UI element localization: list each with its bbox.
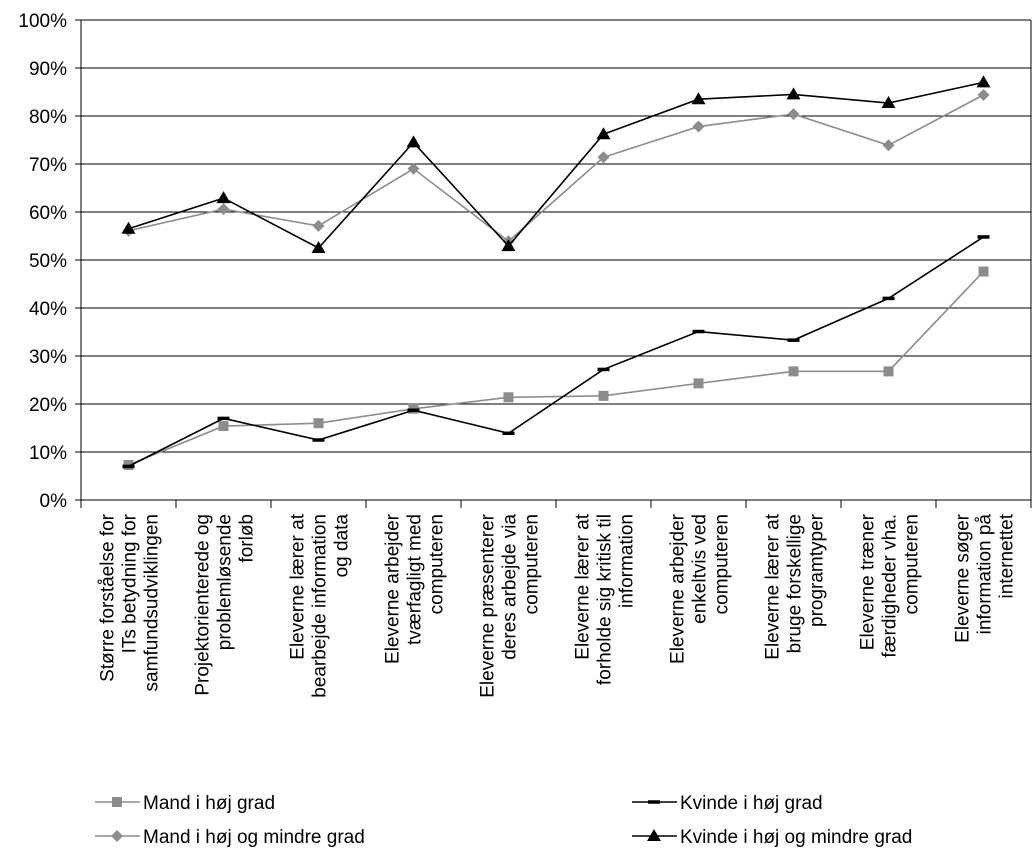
legend-marker bbox=[111, 830, 123, 842]
data-point bbox=[596, 127, 611, 140]
y-tick-label: 70% bbox=[29, 155, 67, 176]
series-line bbox=[128, 81, 984, 249]
y-axis: 0% 10% 20% 30% 40% 50% 60% 70% 80% 90% 100% bbox=[18, 11, 1032, 512]
data-point bbox=[693, 378, 704, 389]
series-line bbox=[128, 94, 984, 243]
y-tick-label: 20% bbox=[29, 395, 67, 416]
x-tick-label: Eleverne arbejdertværfagligt medcomputer… bbox=[383, 513, 448, 664]
data-point bbox=[216, 191, 231, 204]
x-tick-label: Eleverne arbejderenkeltvis vedcomputeren bbox=[668, 513, 733, 664]
data-point bbox=[501, 239, 516, 252]
x-tick-label: Eleverne præsentererderes arbejde viacom… bbox=[478, 513, 543, 697]
legend-label: Mand i høj og mindre grad bbox=[143, 827, 365, 848]
series-lines bbox=[121, 75, 991, 470]
x-tick-label: Projektorienterede ogproblemløsendeforlø… bbox=[193, 514, 258, 696]
legend-marker bbox=[648, 800, 660, 804]
series-diamond bbox=[122, 88, 990, 248]
data-point bbox=[121, 221, 136, 234]
data-point bbox=[881, 96, 896, 109]
data-point bbox=[217, 416, 230, 421]
y-tick-label: 90% bbox=[29, 59, 67, 80]
x-tick-label: Større forståelse forITs betydning forsa… bbox=[98, 513, 163, 691]
x-tick-label: Eleverne søgerinformation påinternettet bbox=[953, 513, 1018, 643]
data-point bbox=[882, 296, 895, 301]
data-point bbox=[882, 139, 895, 152]
data-point bbox=[407, 408, 420, 412]
legend-label: Kvinde i høj grad bbox=[680, 793, 823, 814]
data-point bbox=[976, 75, 991, 88]
y-tick-label: 60% bbox=[29, 203, 67, 224]
data-point bbox=[978, 266, 989, 277]
series-dash bbox=[122, 235, 990, 469]
data-point bbox=[692, 120, 705, 133]
y-tick-label: 40% bbox=[29, 299, 67, 320]
data-point bbox=[407, 162, 420, 175]
data-point bbox=[786, 87, 801, 100]
data-point bbox=[597, 151, 610, 164]
legend-item: Mand i høj grad bbox=[95, 793, 275, 814]
y-tick-label: 80% bbox=[29, 107, 67, 128]
y-tick-label: 0% bbox=[40, 491, 68, 512]
data-point bbox=[787, 338, 800, 342]
x-tick-label: Eleverne lærer atbearbejde informationog… bbox=[288, 513, 353, 698]
legend-label: Mand i høj grad bbox=[143, 793, 275, 814]
data-point bbox=[788, 366, 799, 377]
legend: Mand i høj grad Mand i høj og mindre grad… bbox=[95, 793, 912, 848]
data-point bbox=[312, 219, 325, 232]
series-line bbox=[128, 236, 984, 468]
y-tick-label: 10% bbox=[29, 443, 67, 464]
data-point bbox=[692, 329, 705, 334]
legend-marker bbox=[112, 797, 122, 807]
data-point bbox=[312, 438, 325, 442]
data-point bbox=[503, 392, 514, 403]
legend-item: Mand i høj og mindre grad bbox=[95, 827, 365, 848]
data-point bbox=[691, 92, 706, 105]
data-point bbox=[597, 367, 610, 372]
x-tick-label: Eleverne lærer atbruge forskelligeprogra… bbox=[763, 513, 828, 659]
data-point bbox=[311, 241, 326, 253]
data-point bbox=[217, 203, 230, 216]
data-point bbox=[977, 88, 990, 101]
data-point bbox=[977, 235, 990, 239]
x-tick-label: Eleverne lærer atforholde sig kritisk ti… bbox=[573, 513, 638, 685]
series-line bbox=[128, 270, 985, 466]
x-tick-label: Eleverne trænerfærdigheder vha.computere… bbox=[858, 513, 923, 657]
y-tick-label: 50% bbox=[29, 251, 67, 272]
data-point bbox=[787, 108, 800, 121]
y-tick-label: 30% bbox=[29, 347, 67, 368]
series-triangle bbox=[121, 75, 991, 253]
series-square bbox=[123, 266, 989, 470]
data-point bbox=[598, 390, 609, 401]
data-point bbox=[313, 418, 324, 429]
data-point bbox=[502, 431, 515, 436]
legend-item: Kvinde i høj og mindre grad bbox=[632, 827, 912, 848]
x-axis: Større forståelse forITs betydning forsa… bbox=[80, 499, 1032, 698]
data-point bbox=[406, 135, 421, 148]
legend-label: Kvinde i høj og mindre grad bbox=[680, 827, 912, 848]
legend-item: Kvinde i høj grad bbox=[632, 793, 823, 814]
data-point bbox=[122, 464, 135, 469]
data-point bbox=[883, 366, 894, 377]
y-tick-label: 100% bbox=[18, 11, 67, 32]
data-point bbox=[218, 421, 229, 432]
legend-marker bbox=[647, 829, 661, 841]
